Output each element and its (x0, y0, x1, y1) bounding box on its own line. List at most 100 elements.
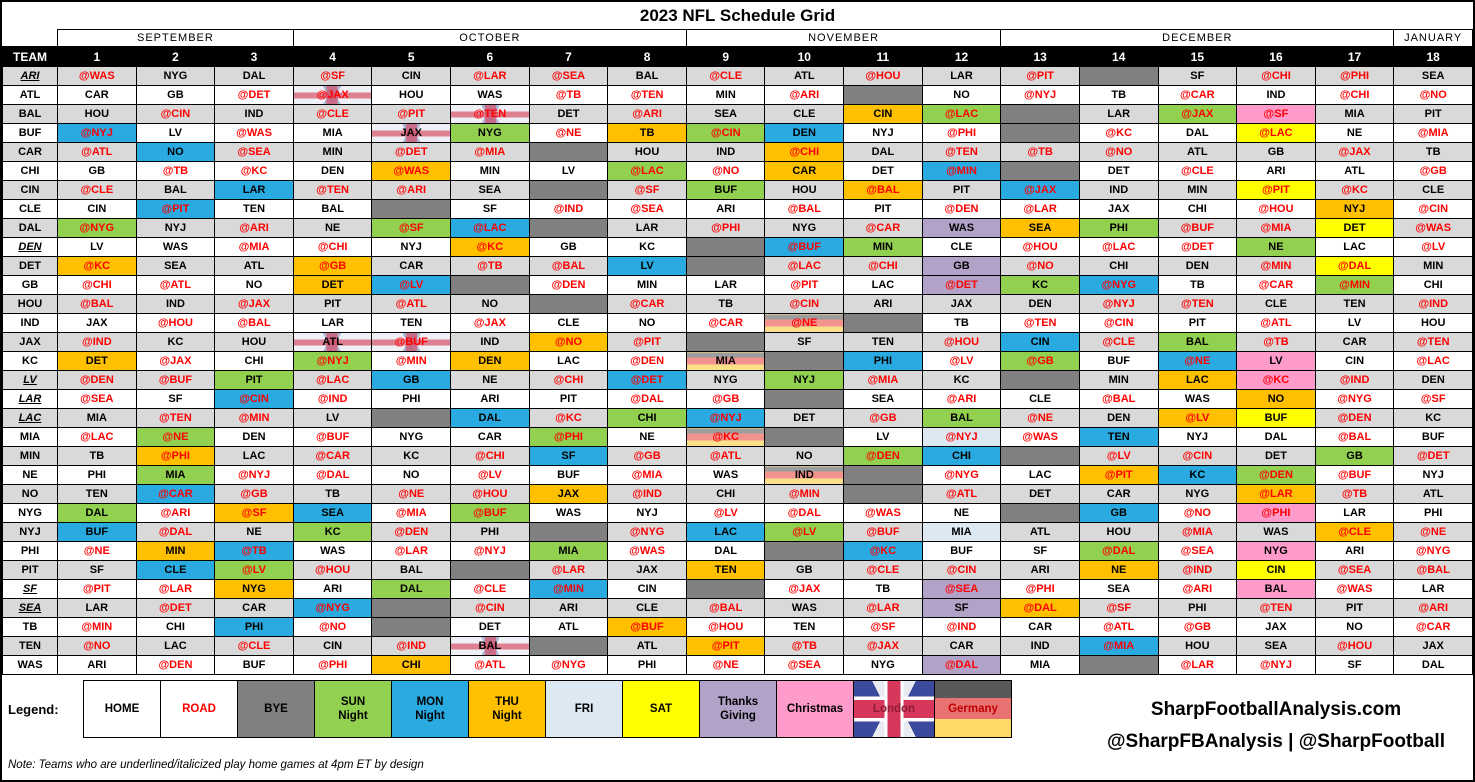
schedule-cell-DET-wk4: @GB (292, 256, 373, 276)
schedule-cell-NYG-wk9: @LV (685, 503, 766, 523)
schedule-cell-IND-wk2: @HOU (135, 313, 216, 333)
week-header-12: 12 (921, 46, 1002, 67)
schedule-cell-ATL-wk8: @TEN (607, 85, 687, 105)
schedule-cell-LAR-wk9: @GB (685, 389, 766, 409)
schedule-cell-PHI-wk4: WAS (292, 541, 373, 561)
schedule-cell-PHI-wk11: @KC (843, 541, 923, 561)
schedule-cell-HOU-wk10: @CIN (764, 294, 845, 314)
schedule-cell-NYJ-wk8: @NYG (607, 522, 687, 542)
schedule-cell-SF-wk3: NYG (214, 579, 294, 599)
schedule-cell-NYJ-wk2: @DAL (135, 522, 216, 542)
schedule-cell-LV-wk15: LAC (1157, 370, 1238, 390)
schedule-cell-NO-wk15: NYG (1157, 484, 1238, 504)
schedule-cell-CLE-wk15: CHI (1157, 199, 1238, 219)
schedule-cell-SEA-wk18: @ARI (1393, 598, 1473, 618)
schedule-cell-LAR-wk16: NO (1236, 389, 1316, 409)
schedule-cell-IND-wk17: LV (1314, 313, 1395, 333)
team-row-GB: GB @CHI @ATL NO DET @LV @DEN MIN LAR @PIT LAC @DET K… (2, 275, 1473, 295)
schedule-cell-TB-wk4: @NO (292, 617, 373, 637)
schedule-cell-DAL-wk9: @PHI (685, 218, 766, 238)
schedule-cell-NE-wk17: @BUF (1314, 465, 1395, 485)
schedule-cell-HOU-wk11: ARI (843, 294, 923, 314)
schedule-cell-SF-wk1: @PIT (57, 579, 137, 599)
team-label-MIA: MIA (2, 427, 58, 447)
schedule-cell-NO-wk7: JAX (528, 484, 609, 504)
schedule-cell-CLE-wk14: JAX (1078, 199, 1159, 219)
corner-cell (2, 29, 58, 47)
schedule-cell-BUF-wk6: NYG (450, 123, 530, 143)
bye-cell-ARI (1078, 66, 1159, 86)
schedule-cell-SF-wk14: SEA (1078, 579, 1159, 599)
team-row-CIN: CIN @CLE BAL LAR @TEN @ARI SEA @SF BUF HOU @BAL PIT… (2, 180, 1473, 200)
team-row-PIT: PIT SF CLE @LV @HOU BAL @LAR JAX TEN GB @CLE @CIN AR… (2, 560, 1473, 580)
schedule-cell-ARI-wk6: @LAR (450, 66, 530, 86)
schedule-cell-CIN-wk4: @TEN (292, 180, 373, 200)
schedule-cell-DET-wk18: MIN (1393, 256, 1473, 276)
schedule-cell-ARI-wk3: DAL (214, 66, 294, 86)
team-label-DEN: DEN (2, 237, 58, 257)
schedule-cell-TB-wk11: @SF (843, 617, 923, 637)
team-row-KC: KC DET @JAX CHI @NYJ @MIN DEN LAC @DEN MIA PHI @LV @… (2, 351, 1473, 371)
schedule-cell-NE-wk18: NYJ (1393, 465, 1473, 485)
schedule-cell-ATL-wk6: WAS (450, 85, 530, 105)
schedule-cell-BUF-wk10: DEN (764, 123, 845, 143)
schedule-cell-TEN-wk3: @CLE (214, 636, 294, 656)
schedule-cell-BAL-wk12: @LAC (921, 104, 1002, 124)
schedule-cell-BUF-wk8: TB (607, 123, 687, 143)
schedule-cell-SF-wk8: CIN (607, 579, 687, 599)
schedule-cell-CAR-wk16: GB (1236, 142, 1316, 162)
team-label-ATL: ATL (2, 85, 58, 105)
bye-cell-BUF (1000, 123, 1080, 143)
team-label-DET: DET (2, 256, 58, 276)
schedule-cell-SEA-wk14: @SF (1078, 598, 1159, 618)
schedule-cell-CIN-wk16: @PIT (1236, 180, 1316, 200)
schedule-cell-DEN-wk5: NYJ (371, 237, 452, 257)
schedule-cell-PIT-wk17: @SEA (1314, 560, 1395, 580)
legend-cells: HOME ROAD BYE SUN Night MON Night THU Night FR… (83, 680, 1012, 738)
schedule-cell-DEN-wk14: @LAC (1078, 237, 1159, 257)
team-label-ARI: ARI (2, 66, 58, 86)
schedule-cell-MIN-wk18: @DET (1393, 446, 1473, 466)
team-row-DET: DET @KC SEA ATL @GB CAR @TB @BAL LV @LAC @CHI GB @NO… (2, 256, 1473, 276)
team-label-NE: NE (2, 465, 58, 485)
schedule-cell-CAR-wk11: DAL (843, 142, 923, 162)
schedule-cell-NYJ-wk17: @CLE (1314, 522, 1395, 542)
schedule-cell-CAR-wk17: @JAX (1314, 142, 1395, 162)
team-row-LAR: LAR @SEA SF @CIN @IND PHI ARI PIT @DAL @GB SEA @ARI… (2, 389, 1473, 409)
schedule-cell-PHI-wk12: BUF (921, 541, 1002, 561)
bye-cell-PIT (450, 560, 530, 580)
team-label-WAS: WAS (2, 655, 58, 675)
schedule-cell-DAL-wk15: @BUF (1157, 218, 1238, 238)
schedule-cell-NE-wk15: KC (1157, 465, 1238, 485)
schedule-cell-ATL-wk10: @ARI (764, 85, 845, 105)
schedule-cell-BUF-wk1: @NYJ (57, 123, 137, 143)
schedule-cell-CIN-wk18: CLE (1393, 180, 1473, 200)
schedule-cell-BUF-wk7: @NE (528, 123, 609, 143)
schedule-cell-ARI-wk10: ATL (764, 66, 845, 86)
schedule-cell-MIN-wk4: @CAR (292, 446, 373, 466)
schedule-cell-MIN-wk5: KC (371, 446, 452, 466)
schedule-cell-DET-wk11: @CHI (843, 256, 923, 276)
schedule-cell-NE-wk12: @NYG (921, 465, 1002, 485)
schedule-cell-GB-wk3: NO (214, 275, 294, 295)
team-label-NYJ: NYJ (2, 522, 58, 542)
schedule-cell-BUF-wk4: MIA (292, 123, 373, 143)
schedule-cell-BUF-wk9: @CIN (685, 123, 766, 143)
legend-item-thu: THU Night (468, 680, 546, 738)
schedule-cell-SF-wk17: @WAS (1314, 579, 1395, 599)
schedule-cell-LAC-wk10: DET (764, 408, 845, 428)
team-row-SEA: SEA LAR @DET CAR @NYG @CIN ARI CLE @BAL WAS @LAR SF… (2, 598, 1473, 618)
schedule-cell-LV-wk12: KC (921, 370, 1002, 390)
schedule-cell-PIT-wk10: GB (764, 560, 845, 580)
schedule-cell-KC-wk3: CHI (214, 351, 294, 371)
schedule-cell-MIA-wk14: TEN (1078, 427, 1159, 447)
schedule-cell-MIN-wk11: @DEN (843, 446, 923, 466)
schedule-cell-SF-wk6: @CLE (450, 579, 530, 599)
schedule-cell-CHI-wk12: @MIN (921, 161, 1002, 181)
schedule-cell-CHI-wk9: @NO (685, 161, 766, 181)
schedule-cell-NO-wk6: @HOU (450, 484, 530, 504)
schedule-cell-HOU-wk18: @IND (1393, 294, 1473, 314)
schedule-cell-MIA-wk8: NE (607, 427, 687, 447)
schedule-cell-CHI-wk17: ATL (1314, 161, 1395, 181)
team-row-CAR: CAR @ATL NO @SEA MIN @DET @MIA HOU IND @CHI DAL @TE… (2, 142, 1473, 162)
